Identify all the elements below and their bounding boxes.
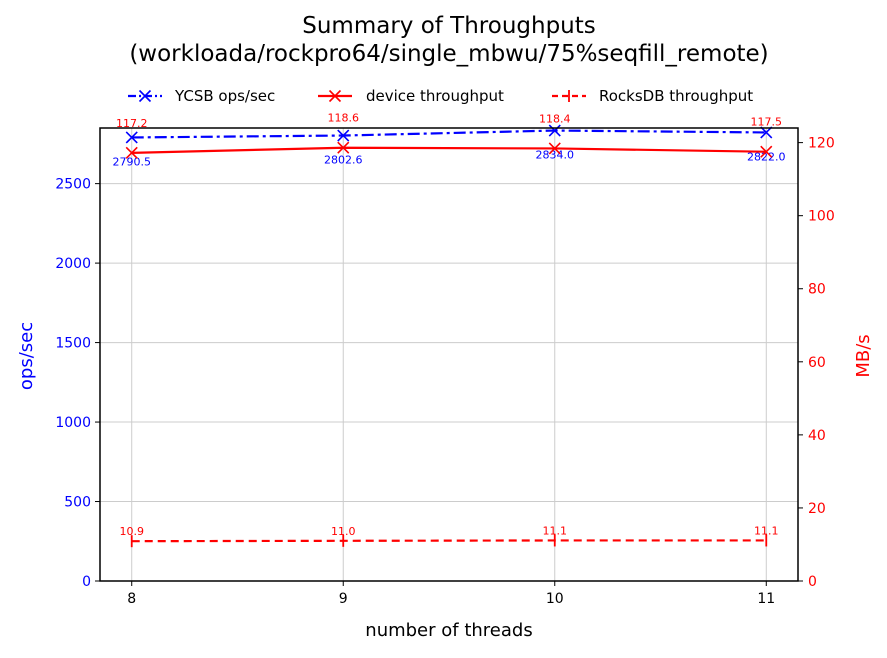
x-marker xyxy=(548,124,561,137)
y-right-tick-label: 60 xyxy=(808,355,826,371)
series-ycsb-ops-sec: 2790.5 2802.6 2834.0 2822.0 xyxy=(112,124,786,168)
x-tick-label: 9 xyxy=(339,591,348,607)
x-marker xyxy=(125,146,138,159)
data-label: 11.0 xyxy=(331,525,356,538)
data-label: 2802.6 xyxy=(324,154,363,167)
legend-item: YCSB ops/sec xyxy=(128,87,275,105)
x-tick-label: 10 xyxy=(546,591,564,607)
chart-title-line2: (workloada/rockpro64/single_mbwu/75%seqf… xyxy=(129,41,768,67)
y-right-tick-label: 120 xyxy=(808,136,835,152)
x-marker xyxy=(328,89,342,103)
y-right-tick-label: 20 xyxy=(808,501,826,517)
data-label: 11.1 xyxy=(543,524,568,537)
y-right-tick-label: 0 xyxy=(808,574,817,590)
x-axis-label: number of threads xyxy=(365,620,532,641)
series-rocksdb-throughput: 10.9 11.0 11.1 11.1 xyxy=(119,524,779,548)
y-left-tick-label: 1000 xyxy=(55,415,91,431)
series-device-throughput: 117.2 118.6 118.4 117.5 xyxy=(116,112,782,159)
y-right-tick-label: 80 xyxy=(808,282,826,298)
data-label: 2834.0 xyxy=(536,149,575,162)
y-right-tick-label: 40 xyxy=(808,428,826,444)
grid-lines xyxy=(100,128,798,582)
x-marker xyxy=(337,141,350,154)
data-label: 2822.0 xyxy=(747,150,786,163)
data-label: 11.1 xyxy=(754,524,779,537)
x-marker xyxy=(760,145,773,158)
data-label: 117.5 xyxy=(751,116,783,129)
x-marker xyxy=(337,129,350,142)
y-right-tick-label: 100 xyxy=(808,209,835,225)
legend: YCSB ops/sec device throughput RocksDB thr… xyxy=(128,87,753,105)
y-axis-label-right: MB/s xyxy=(853,334,874,377)
chart-title-line1: Summary of Throughputs xyxy=(302,13,596,39)
series-line xyxy=(131,129,767,139)
x-marker xyxy=(548,142,561,155)
x-marker xyxy=(760,126,773,139)
x-marker xyxy=(125,131,138,144)
data-label: 2790.5 xyxy=(112,155,151,168)
plot-frame xyxy=(99,127,799,582)
legend-item: device throughput xyxy=(318,87,504,105)
y-left-tick-label: 500 xyxy=(64,495,91,511)
data-label: 117.2 xyxy=(116,117,148,130)
y-left-tick-label: 2000 xyxy=(55,256,91,272)
series-line xyxy=(131,146,767,154)
series-line xyxy=(131,539,767,543)
axes: 8 9 10 11 0 500 1000 1500 2000 2500 0 20 40 60 80 100 12… xyxy=(55,127,835,607)
y-left-tick-label: 0 xyxy=(82,574,91,590)
legend-item: RocksDB throughput xyxy=(552,87,753,105)
x-tick-label: 11 xyxy=(757,591,775,607)
y-left-tick-label: 2500 xyxy=(55,177,91,193)
x-tick-label: 8 xyxy=(127,591,136,607)
data-label: 118.4 xyxy=(539,112,571,125)
x-marker xyxy=(138,89,152,103)
y-axis-label-left: ops/sec xyxy=(16,322,37,390)
data-label: 10.9 xyxy=(119,525,144,538)
legend-label: YCSB ops/sec xyxy=(174,87,275,105)
legend-label: device throughput xyxy=(366,87,504,105)
data-label: 118.6 xyxy=(327,112,359,125)
y-left-tick-label: 1500 xyxy=(55,336,91,352)
legend-label: RocksDB throughput xyxy=(599,87,753,105)
